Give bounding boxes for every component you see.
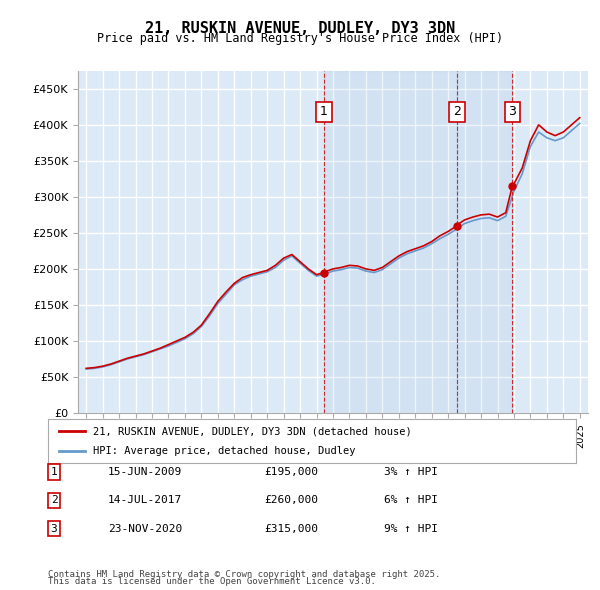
Text: 3: 3 [508, 106, 516, 119]
Text: 9% ↑ HPI: 9% ↑ HPI [384, 524, 438, 533]
Text: 15-JUN-2009: 15-JUN-2009 [108, 467, 182, 477]
Text: £195,000: £195,000 [264, 467, 318, 477]
Text: 14-JUL-2017: 14-JUL-2017 [108, 496, 182, 505]
Bar [457, 71, 512, 413]
Text: 3% ↑ HPI: 3% ↑ HPI [384, 467, 438, 477]
Text: £260,000: £260,000 [264, 496, 318, 505]
Text: 3: 3 [50, 524, 58, 533]
Text: Price paid vs. HM Land Registry's House Price Index (HPI): Price paid vs. HM Land Registry's House … [97, 32, 503, 45]
Text: £315,000: £315,000 [264, 524, 318, 533]
Text: Contains HM Land Registry data © Crown copyright and database right 2025.: Contains HM Land Registry data © Crown c… [48, 571, 440, 579]
Bar [324, 71, 457, 413]
Text: HPI: Average price, detached house, Dudley: HPI: Average price, detached house, Dudl… [93, 446, 355, 455]
Text: 1: 1 [50, 467, 58, 477]
Text: 21, RUSKIN AVENUE, DUDLEY, DY3 3DN (detached house): 21, RUSKIN AVENUE, DUDLEY, DY3 3DN (deta… [93, 427, 412, 436]
Text: 23-NOV-2020: 23-NOV-2020 [108, 524, 182, 533]
Text: 6% ↑ HPI: 6% ↑ HPI [384, 496, 438, 505]
Text: 2: 2 [453, 106, 461, 119]
Text: 21, RUSKIN AVENUE, DUDLEY, DY3 3DN: 21, RUSKIN AVENUE, DUDLEY, DY3 3DN [145, 21, 455, 35]
Text: This data is licensed under the Open Government Licence v3.0.: This data is licensed under the Open Gov… [48, 578, 376, 586]
Text: 1: 1 [320, 106, 328, 119]
Text: 2: 2 [50, 496, 58, 505]
